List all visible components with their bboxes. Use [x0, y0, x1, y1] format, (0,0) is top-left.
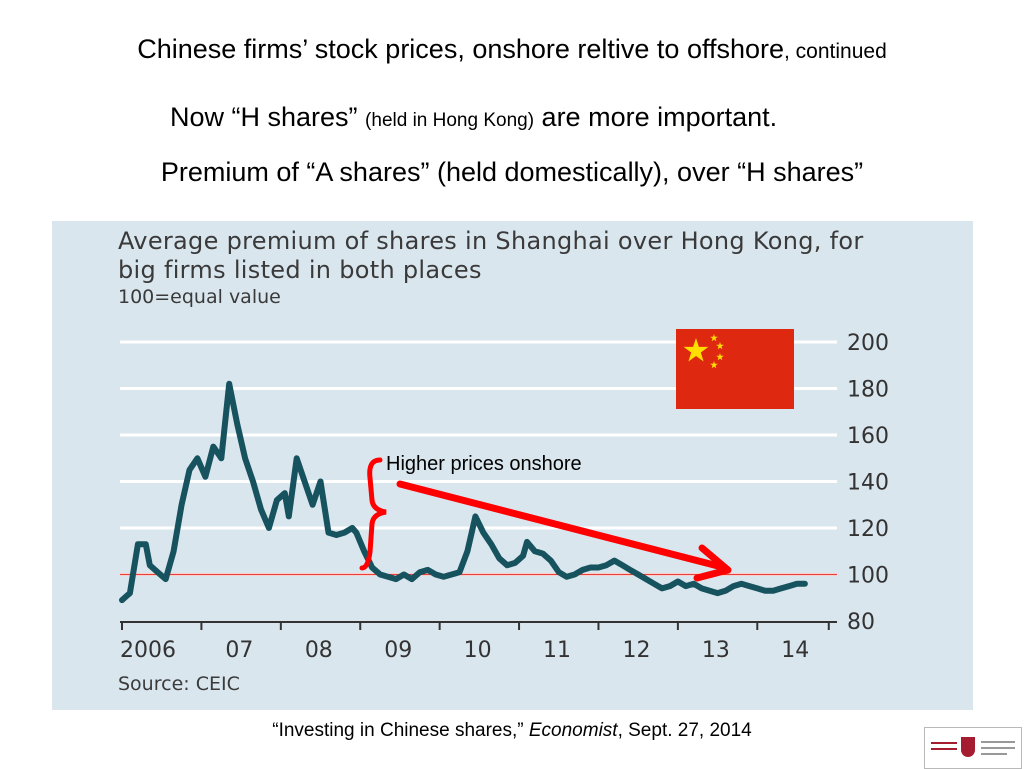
harvard-kennedy-school-logo-icon	[924, 727, 1022, 769]
series-line-premium	[119, 380, 808, 604]
subtitle-h-shares-c: are more important.	[534, 102, 778, 132]
logo-line	[981, 741, 1015, 743]
slide-title-main: Chinese firms’ stock prices, onshore rel…	[137, 34, 785, 64]
chart-panel: Average premium of shares in Shanghai ov…	[52, 221, 973, 710]
citation-c: , Sept. 27, 2014	[617, 720, 752, 741]
slide-title: Chinese firms’ stock prices, onshore rel…	[0, 34, 1024, 65]
china-flag-stars	[683, 334, 724, 369]
x-tick-label: 07	[225, 638, 253, 663]
y-tick-label: 120	[847, 517, 889, 542]
logo-line	[981, 753, 1007, 755]
y-tick-label: 180	[847, 378, 889, 403]
x-tick-label: 11	[543, 638, 571, 663]
subtitle-h-shares-note: (held in Hong Kong)	[365, 110, 535, 131]
y-tick-label: 160	[847, 424, 889, 449]
citation-a: “Investing in Chinese shares,”	[272, 720, 529, 741]
x-tick-label: 09	[384, 638, 412, 663]
logo-line	[931, 748, 957, 750]
subtitle-h-shares: Now “H shares” (held in Hong Kong) are m…	[170, 102, 777, 133]
citation: “Investing in Chinese shares,” Economist…	[0, 720, 1024, 742]
y-tick-label: 80	[847, 610, 875, 635]
citation-source: Economist	[528, 720, 618, 741]
y-tick-label: 100	[847, 564, 889, 589]
x-tick-label: 12	[622, 638, 650, 663]
annotation-higher-prices: Higher prices onshore	[386, 453, 582, 475]
x-tick-label: 14	[781, 638, 809, 663]
chart-title: Average premium of shares in Shanghai ov…	[118, 227, 864, 284]
y-tick-label: 140	[847, 471, 889, 496]
chart-source: Source: CEIC	[118, 673, 240, 695]
x-tick-label: 08	[305, 638, 333, 663]
x-tick-label: 10	[464, 638, 492, 663]
x-tick-label: 13	[702, 638, 730, 663]
y-tick-label: 200	[847, 331, 889, 356]
slide-title-suffix: , continued	[784, 40, 887, 63]
subtitle-h-shares-a: Now “H shares”	[170, 102, 366, 132]
subtitle-premium: Premium of “A shares” (held domestically…	[160, 157, 864, 187]
x-tick-label: 2006	[120, 638, 176, 663]
logo-line	[931, 742, 957, 744]
chart-subtitle: 100=equal value	[118, 286, 281, 308]
logo-crest	[961, 737, 975, 757]
logo-line	[981, 747, 1015, 749]
china-flag-icon	[676, 329, 794, 409]
